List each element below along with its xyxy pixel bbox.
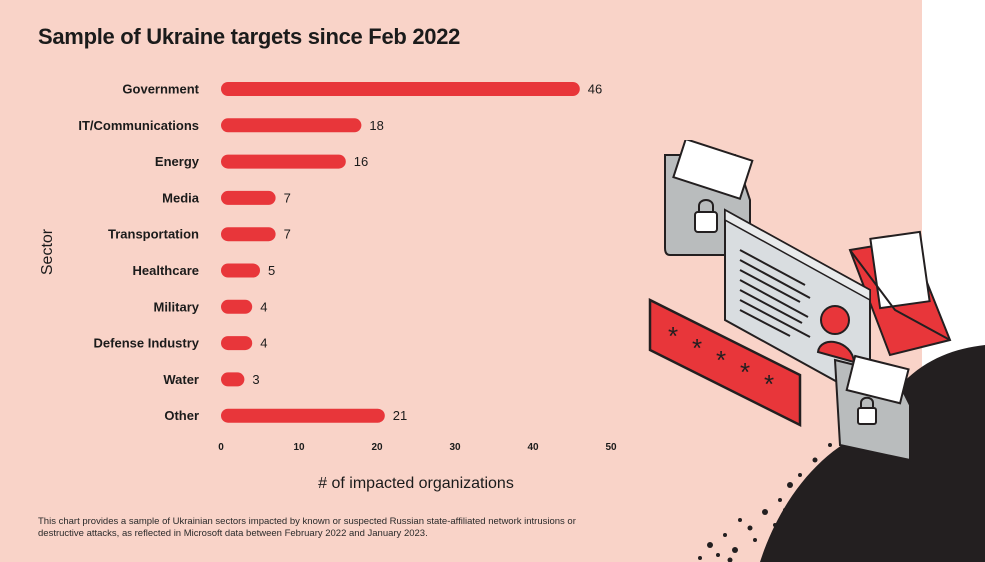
x-tick-label: 0 — [218, 442, 224, 453]
category-label: Government — [122, 82, 199, 97]
svg-text:*: * — [692, 333, 702, 363]
bar — [221, 82, 580, 96]
category-label: Healthcare — [133, 263, 199, 278]
bar — [221, 408, 385, 423]
dark-noise-blob — [698, 345, 985, 562]
bar-chart: Sector # of impacted organizations Gover… — [39, 82, 617, 493]
data-label: 7 — [284, 227, 291, 242]
bar — [221, 154, 346, 169]
x-tick-label: 10 — [293, 442, 305, 453]
x-axis-label: # of impacted organizations — [318, 475, 514, 492]
data-label: 3 — [252, 372, 259, 387]
bar — [221, 190, 276, 205]
data-label: 4 — [260, 336, 267, 351]
y-axis-label: Sector — [39, 228, 56, 275]
bar — [221, 372, 245, 387]
category-label: Media — [162, 190, 200, 205]
x-tick-label: 20 — [371, 442, 383, 453]
x-tick-label: 30 — [449, 442, 461, 453]
category-label: Transportation — [108, 227, 199, 242]
mail-envelope-icon — [848, 230, 952, 357]
data-label: 5 — [268, 263, 275, 278]
data-label: 16 — [354, 154, 368, 169]
data-label: 7 — [284, 190, 291, 205]
svg-text:*: * — [668, 321, 678, 351]
chart-caption: This chart provides a sample of Ukrainia… — [38, 516, 576, 539]
chart-title: Sample of Ukraine targets since Feb 2022 — [38, 24, 461, 49]
bar — [221, 227, 276, 242]
category-label: IT/Communications — [78, 118, 199, 133]
browser-window-icon — [724, 208, 871, 402]
locked-folder-small-icon — [833, 354, 911, 462]
svg-text:*: * — [740, 357, 750, 387]
bar — [221, 336, 253, 351]
x-tick-label: 40 — [527, 442, 539, 453]
category-label: Other — [164, 408, 199, 423]
svg-text:*: * — [716, 345, 726, 375]
data-label: 4 — [260, 299, 267, 314]
bar — [221, 118, 362, 133]
x-tick-label: 50 — [605, 442, 617, 453]
svg-text:*: * — [764, 369, 774, 399]
password-field-icon: * * * * * — [648, 297, 802, 428]
category-label: Military — [153, 299, 199, 314]
bar — [221, 263, 260, 278]
category-label: Energy — [155, 154, 200, 169]
cyber-security-illustration: * * * * * — [648, 140, 985, 562]
data-label: 18 — [369, 118, 383, 133]
category-label: Water — [163, 372, 199, 387]
data-label: 21 — [393, 408, 407, 423]
category-label: Defense Industry — [94, 336, 200, 351]
bar — [221, 299, 253, 314]
data-label: 46 — [588, 82, 602, 97]
